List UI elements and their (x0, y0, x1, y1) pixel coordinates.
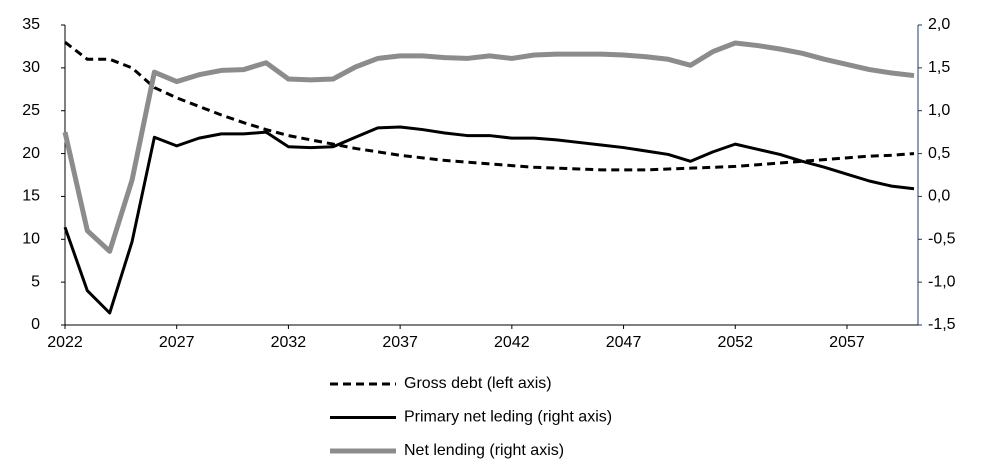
y2-tick-label: -0,5 (928, 231, 956, 248)
y-tick-label: 30 (22, 59, 40, 76)
y-tick-label: 35 (22, 16, 40, 33)
x-tick-label: 2042 (494, 334, 530, 351)
x-tick-label: 2052 (717, 334, 753, 351)
series-line (63, 125, 915, 315)
y2-tick-label: 1,5 (928, 59, 950, 76)
series-line (64, 40, 915, 172)
y-tick-label: 15 (22, 188, 40, 205)
y-tick-label: 25 (22, 102, 40, 119)
series-line (62, 40, 915, 254)
y2-tick-label: 2,0 (928, 16, 950, 33)
y2-tick-label: -1,0 (928, 273, 956, 290)
x-tick-label: 2022 (47, 334, 83, 351)
y2-tick-label: 0,5 (928, 145, 950, 162)
legend-label: Net lending (right axis) (404, 442, 564, 459)
legend-label: Gross debt (left axis) (404, 375, 552, 392)
x-tick-label: 2057 (829, 334, 865, 351)
x-tick-label: 2047 (606, 334, 642, 351)
y2-tick-label: 1,0 (928, 102, 950, 119)
x-tick-label: 2037 (382, 334, 418, 351)
y2-tick-label: 0,0 (928, 188, 950, 205)
x-tick-label: 2032 (271, 334, 307, 351)
legend-label: Primary net leding (right axis) (404, 409, 612, 426)
y-tick-label: 5 (31, 273, 40, 290)
y-tick-label: 10 (22, 231, 40, 248)
y2-tick-label: -1,5 (928, 316, 956, 333)
y-tick-label: 20 (22, 145, 40, 162)
x-tick-label: 2027 (159, 334, 195, 351)
y-tick-label: 0 (31, 316, 40, 333)
